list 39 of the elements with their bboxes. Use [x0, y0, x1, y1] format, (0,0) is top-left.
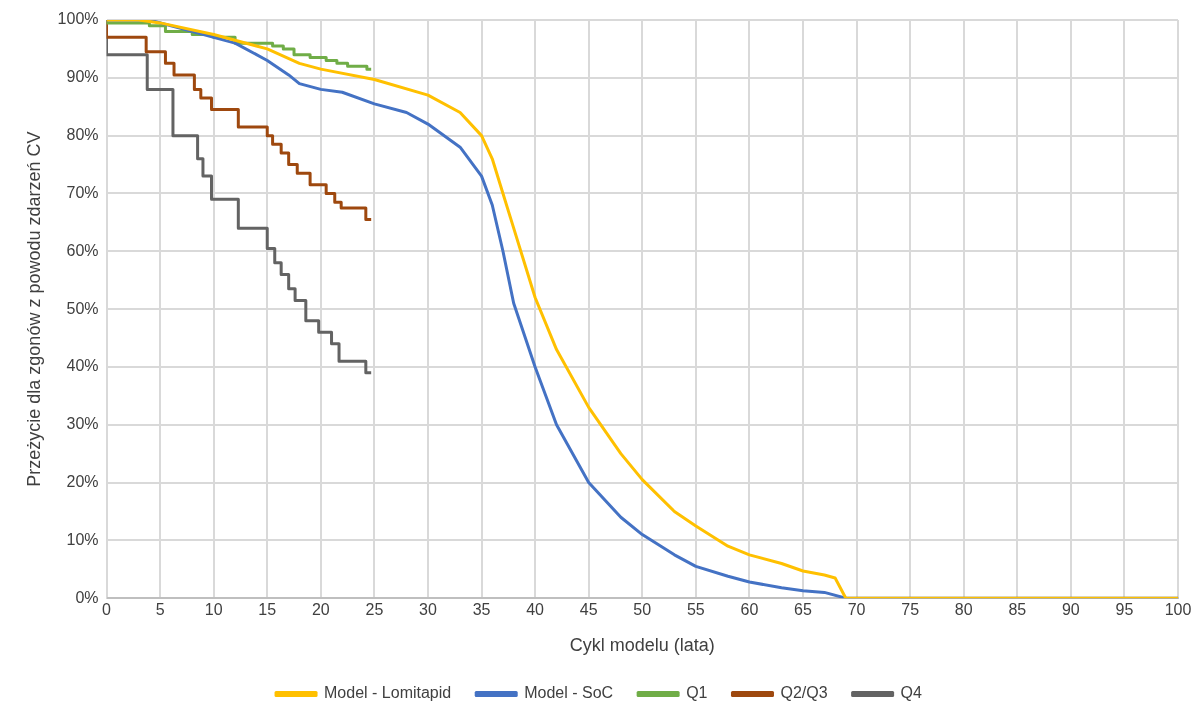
legend-label: Model - Lomitapid — [324, 684, 452, 702]
x-tick-label: 25 — [365, 601, 384, 619]
x-tick-label: 0 — [102, 601, 112, 619]
y-tick-label: 40% — [66, 357, 99, 375]
x-tick-label: 30 — [419, 601, 437, 619]
y-tick-label: 10% — [66, 530, 99, 548]
x-tick-label: 55 — [686, 601, 705, 619]
x-tick-label: 20 — [311, 601, 330, 619]
y-tick-label: 20% — [66, 472, 99, 490]
x-tick-label: 60 — [740, 601, 759, 619]
x-tick-label: 85 — [1008, 601, 1027, 619]
legend-label: Q1 — [686, 684, 708, 702]
legend-label: Model - SoC — [524, 684, 614, 702]
x-tick-label: 95 — [1115, 601, 1134, 619]
y-tick-label: 30% — [66, 415, 99, 433]
legend-label: Q2/Q3 — [780, 684, 828, 702]
legend-label: Q4 — [900, 684, 923, 702]
x-tick-label: 65 — [794, 601, 812, 619]
x-tick-label: 75 — [901, 601, 920, 619]
x-tick-label: 70 — [847, 601, 866, 619]
x-tick-label: 45 — [579, 601, 598, 619]
x-tick-label: 90 — [1061, 601, 1080, 619]
x-tick-label: 10 — [204, 601, 223, 619]
y-tick-label: 80% — [66, 126, 99, 144]
x-tick-label: 35 — [472, 601, 491, 619]
x-tick-label: 80 — [954, 601, 973, 619]
x-axis-title: Cykl modelu (lata) — [569, 635, 715, 656]
y-axis-title: Przeżycie dla zgonów z powodu zdarzeń CV — [23, 131, 44, 487]
x-tick-label: 5 — [155, 601, 165, 619]
y-tick-label: 50% — [66, 299, 99, 317]
x-tick-label: 15 — [258, 601, 277, 619]
y-tick-label: 0% — [75, 588, 99, 606]
x-tick-label: 50 — [633, 601, 652, 619]
x-tick-label: 100 — [1164, 601, 1192, 619]
y-tick-label: 90% — [66, 68, 99, 86]
x-tick-label: 40 — [526, 601, 545, 619]
y-tick-label: 100% — [57, 10, 99, 28]
y-tick-label: 70% — [66, 183, 99, 201]
y-tick-label: 60% — [66, 241, 99, 259]
